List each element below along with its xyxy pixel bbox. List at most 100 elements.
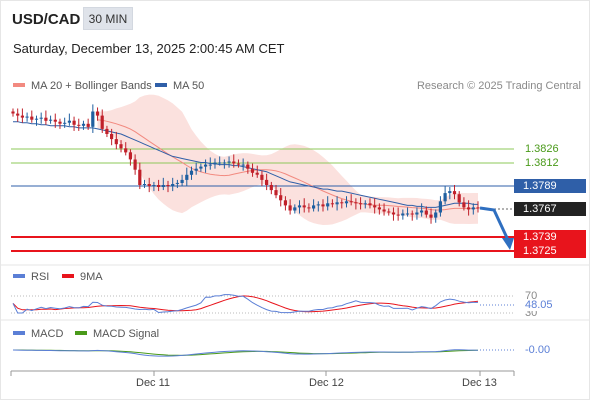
candles-group (11, 104, 480, 224)
candle-body (180, 179, 184, 183)
x-label-dec12: Dec 12 (309, 377, 344, 389)
candle-body (269, 185, 273, 191)
candle-body (77, 124, 81, 126)
candle-body (199, 166, 203, 169)
candle-body (405, 213, 410, 215)
candle-body (467, 207, 471, 210)
pivot-tag: 1.3789 (514, 179, 586, 193)
candle-body (124, 148, 128, 153)
rsi-line (12, 294, 478, 314)
candle-body (382, 209, 386, 212)
candle-body (448, 191, 452, 194)
ma50-line (13, 121, 478, 208)
candle-body (25, 116, 29, 118)
candle-body (95, 111, 100, 116)
candle-body (147, 184, 151, 186)
candle-body (255, 172, 259, 175)
candle-body (152, 185, 156, 186)
timeframe-button[interactable]: 30 MIN (83, 7, 133, 30)
candle-body (312, 205, 316, 209)
candle-body (434, 212, 438, 218)
candle-body (81, 123, 86, 126)
candle-body (236, 163, 241, 165)
legend-macd-signal-label: MACD Signal (93, 328, 160, 340)
candle-body (452, 191, 457, 195)
rsi-swatch (13, 274, 25, 279)
candle-body (330, 203, 334, 205)
last-price-tag: 1.3767 (514, 202, 586, 216)
candle-body (53, 119, 57, 122)
candle-body (166, 185, 170, 186)
legend-ma50-label: MA 50 (173, 80, 205, 92)
candle-body (20, 115, 24, 118)
candle-body (401, 213, 405, 216)
candle-body (424, 210, 428, 215)
rsi-9ma-line (12, 295, 479, 313)
candle-body (16, 113, 20, 116)
candle-body (72, 120, 76, 125)
candle-body (340, 202, 344, 204)
x-label-dec13: Dec 13 (462, 377, 497, 389)
support-2-tag: 1.3725 (514, 244, 586, 258)
rsi-9ma-swatch (62, 274, 74, 279)
candle-body (241, 164, 245, 166)
macd-line (12, 349, 479, 357)
candle-body (222, 162, 226, 164)
candle-body (462, 202, 466, 208)
candle-body (293, 207, 297, 211)
candle-body (260, 174, 264, 180)
rsi-value-label: 48.05 (525, 299, 553, 311)
candle-body (307, 207, 311, 209)
candle-body (30, 116, 34, 120)
legend-ma50: MA 50 (155, 80, 204, 92)
candle-body (279, 195, 283, 201)
legend-macd: MACD (13, 328, 63, 340)
candle-body (321, 204, 325, 207)
legend-rsi: RSI (13, 271, 49, 283)
candle-body (373, 205, 377, 208)
candle-body (288, 205, 292, 211)
candle-body (363, 203, 367, 205)
candle-body (218, 162, 222, 164)
candle-body (49, 119, 53, 121)
candle-body (232, 161, 236, 164)
candle-body (63, 122, 67, 124)
candle-body (429, 214, 433, 218)
candle-body (204, 164, 208, 167)
candle-body (161, 185, 165, 187)
candle-body (110, 134, 114, 140)
candle-body (58, 121, 62, 124)
candle-body (344, 201, 349, 204)
forecast-arrowhead (502, 238, 514, 250)
candle-body (457, 194, 461, 203)
candle-body (194, 168, 198, 171)
candle-body (227, 161, 231, 163)
candle-body (185, 174, 189, 180)
symbol-title: USD/CAD (12, 11, 81, 28)
candle-body (396, 214, 400, 216)
legend-macd-signal: MACD Signal (75, 328, 159, 340)
candle-body (128, 152, 132, 160)
candle-body (391, 212, 396, 215)
candle-body (119, 144, 123, 149)
candle-body (283, 200, 287, 206)
legend-rsi-label: RSI (31, 271, 50, 283)
support-1-tag: 1.3739 (514, 230, 586, 244)
candle-body (359, 203, 363, 205)
legend-ma20-label: MA 20 + Bollinger Bands (31, 80, 152, 92)
ma20-line (97, 119, 479, 211)
candle-body (420, 210, 424, 213)
candle-body (415, 212, 419, 215)
candle-body (44, 117, 48, 121)
candle-body (250, 168, 255, 173)
candle-body (175, 182, 179, 184)
candle-body (34, 118, 39, 120)
candle-body (297, 205, 302, 208)
candle-body (471, 207, 475, 210)
candle-body (86, 123, 90, 127)
candle-body (157, 185, 161, 187)
ma50-swatch (155, 83, 167, 88)
candle-body (246, 164, 250, 169)
candle-body (387, 211, 391, 213)
